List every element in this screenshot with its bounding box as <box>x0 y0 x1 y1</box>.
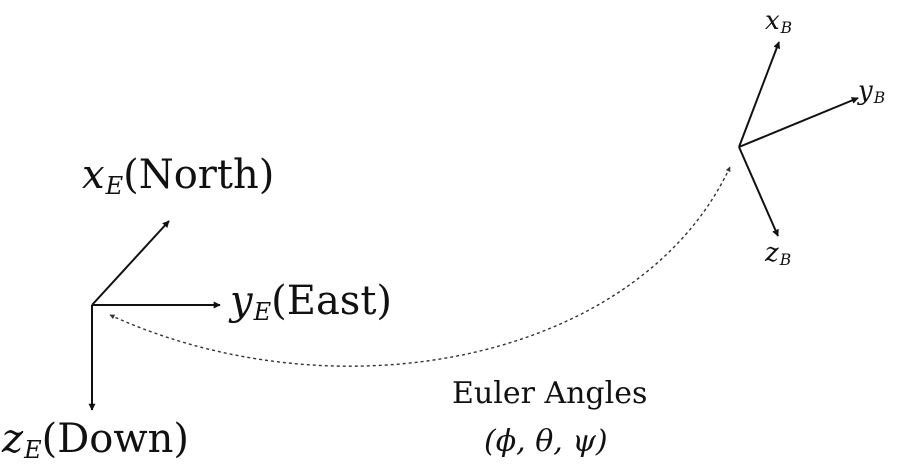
body-x-axis-arrow <box>738 41 781 148</box>
earth-z-direction: (Down) <box>41 416 189 462</box>
euler-angles-title: Euler Angles <box>452 376 648 411</box>
body-y-axis-arrow <box>738 97 859 148</box>
earth-y-direction: (East) <box>271 278 392 324</box>
body-y-axis-label: yB <box>858 76 886 107</box>
body-z-subscript: B <box>779 250 792 269</box>
earth-x-symbol: x <box>82 152 105 198</box>
euler-angles-symbols: (ϕ, θ, ψ) <box>484 424 608 459</box>
earth-y-symbol: y <box>230 278 253 324</box>
body-z-symbol: z <box>765 238 779 268</box>
earth-x-subscript: E <box>105 172 124 200</box>
body-z-axis-label: zB <box>765 238 792 269</box>
body-frame <box>738 41 859 237</box>
body-z-axis-arrow <box>738 146 779 237</box>
body-x-subscript: B <box>780 18 793 37</box>
earth-y-subscript: E <box>253 298 272 326</box>
earth-x-axis-label: xE(North) <box>82 152 275 200</box>
body-x-axis-label: xB <box>765 6 793 37</box>
earth-y-axis-label: yE(East) <box>230 278 392 326</box>
earth-z-axis-label: zE(Down) <box>2 416 189 464</box>
earth-z-symbol: z <box>2 416 24 462</box>
euler-angle-transform-arc <box>109 166 731 367</box>
body-y-symbol: y <box>858 76 873 106</box>
body-y-subscript: B <box>873 88 886 107</box>
earth-z-subscript: E <box>24 436 42 464</box>
earth-x-direction: (North) <box>123 152 275 198</box>
earth-x-axis-arrow <box>91 220 170 306</box>
body-x-symbol: x <box>765 6 780 36</box>
